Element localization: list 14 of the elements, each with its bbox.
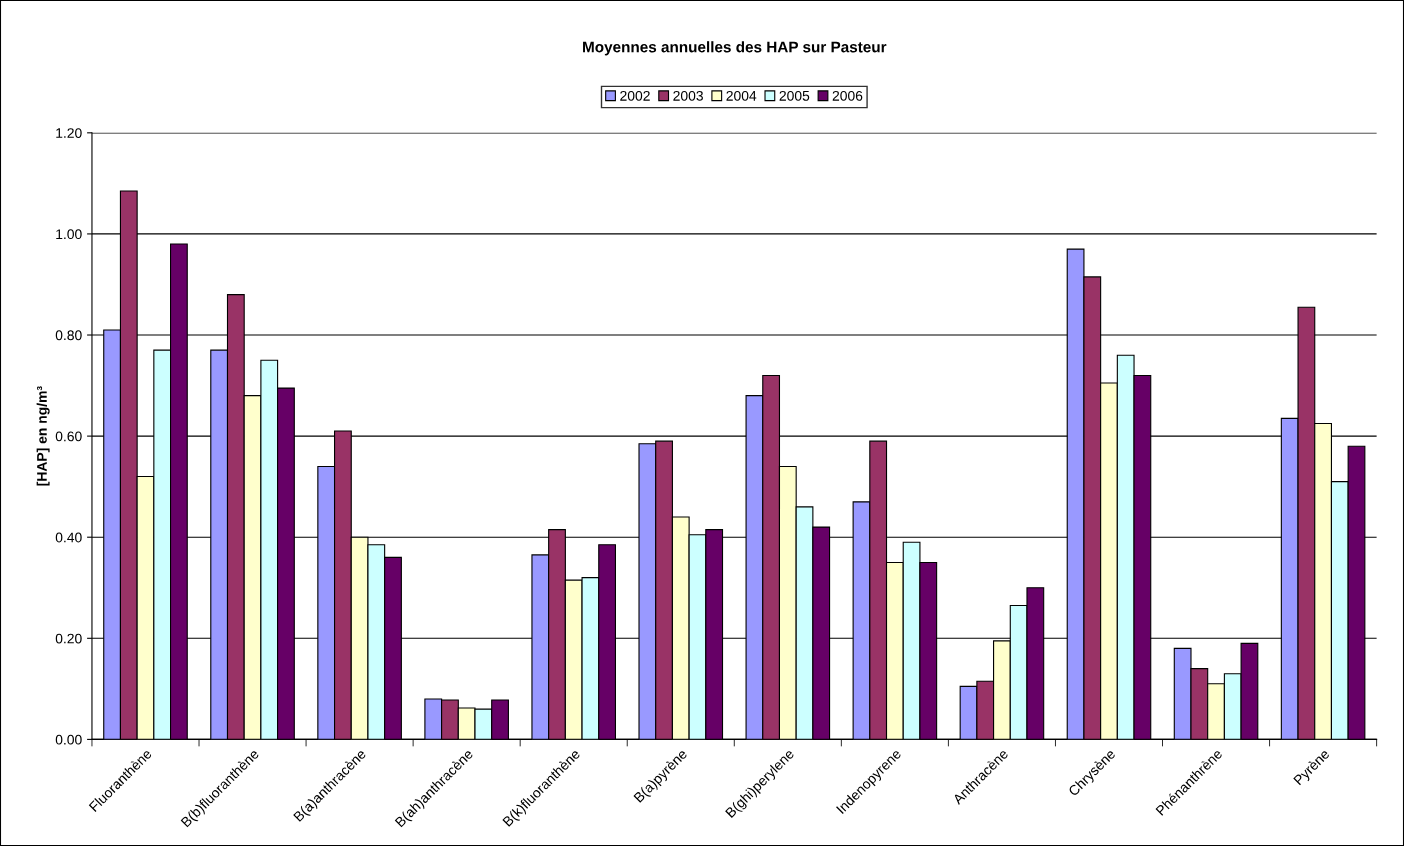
legend-label: 2006	[832, 90, 863, 101]
y-axis-title: [HAP] en ng/m³	[36, 386, 50, 486]
y-tick-label: 1.20	[56, 128, 82, 138]
y-tick-label: 0.00	[55, 734, 82, 745]
y-tick-label: 0.20	[55, 633, 82, 644]
y-tick-label: 0.80	[55, 330, 82, 341]
chart-title: Moyennes annuelles des HAP sur Pasteur	[583, 41, 887, 56]
legend-label: 2002	[620, 90, 650, 101]
y-tick-label: 1.00	[56, 229, 82, 240]
y-tick-label: 0.40	[55, 532, 82, 543]
legend-label: 2005	[779, 90, 810, 101]
y-tick-label: 0.60	[55, 431, 82, 442]
legend-label: 2003	[673, 90, 703, 101]
legend-label: 2004	[726, 90, 757, 101]
